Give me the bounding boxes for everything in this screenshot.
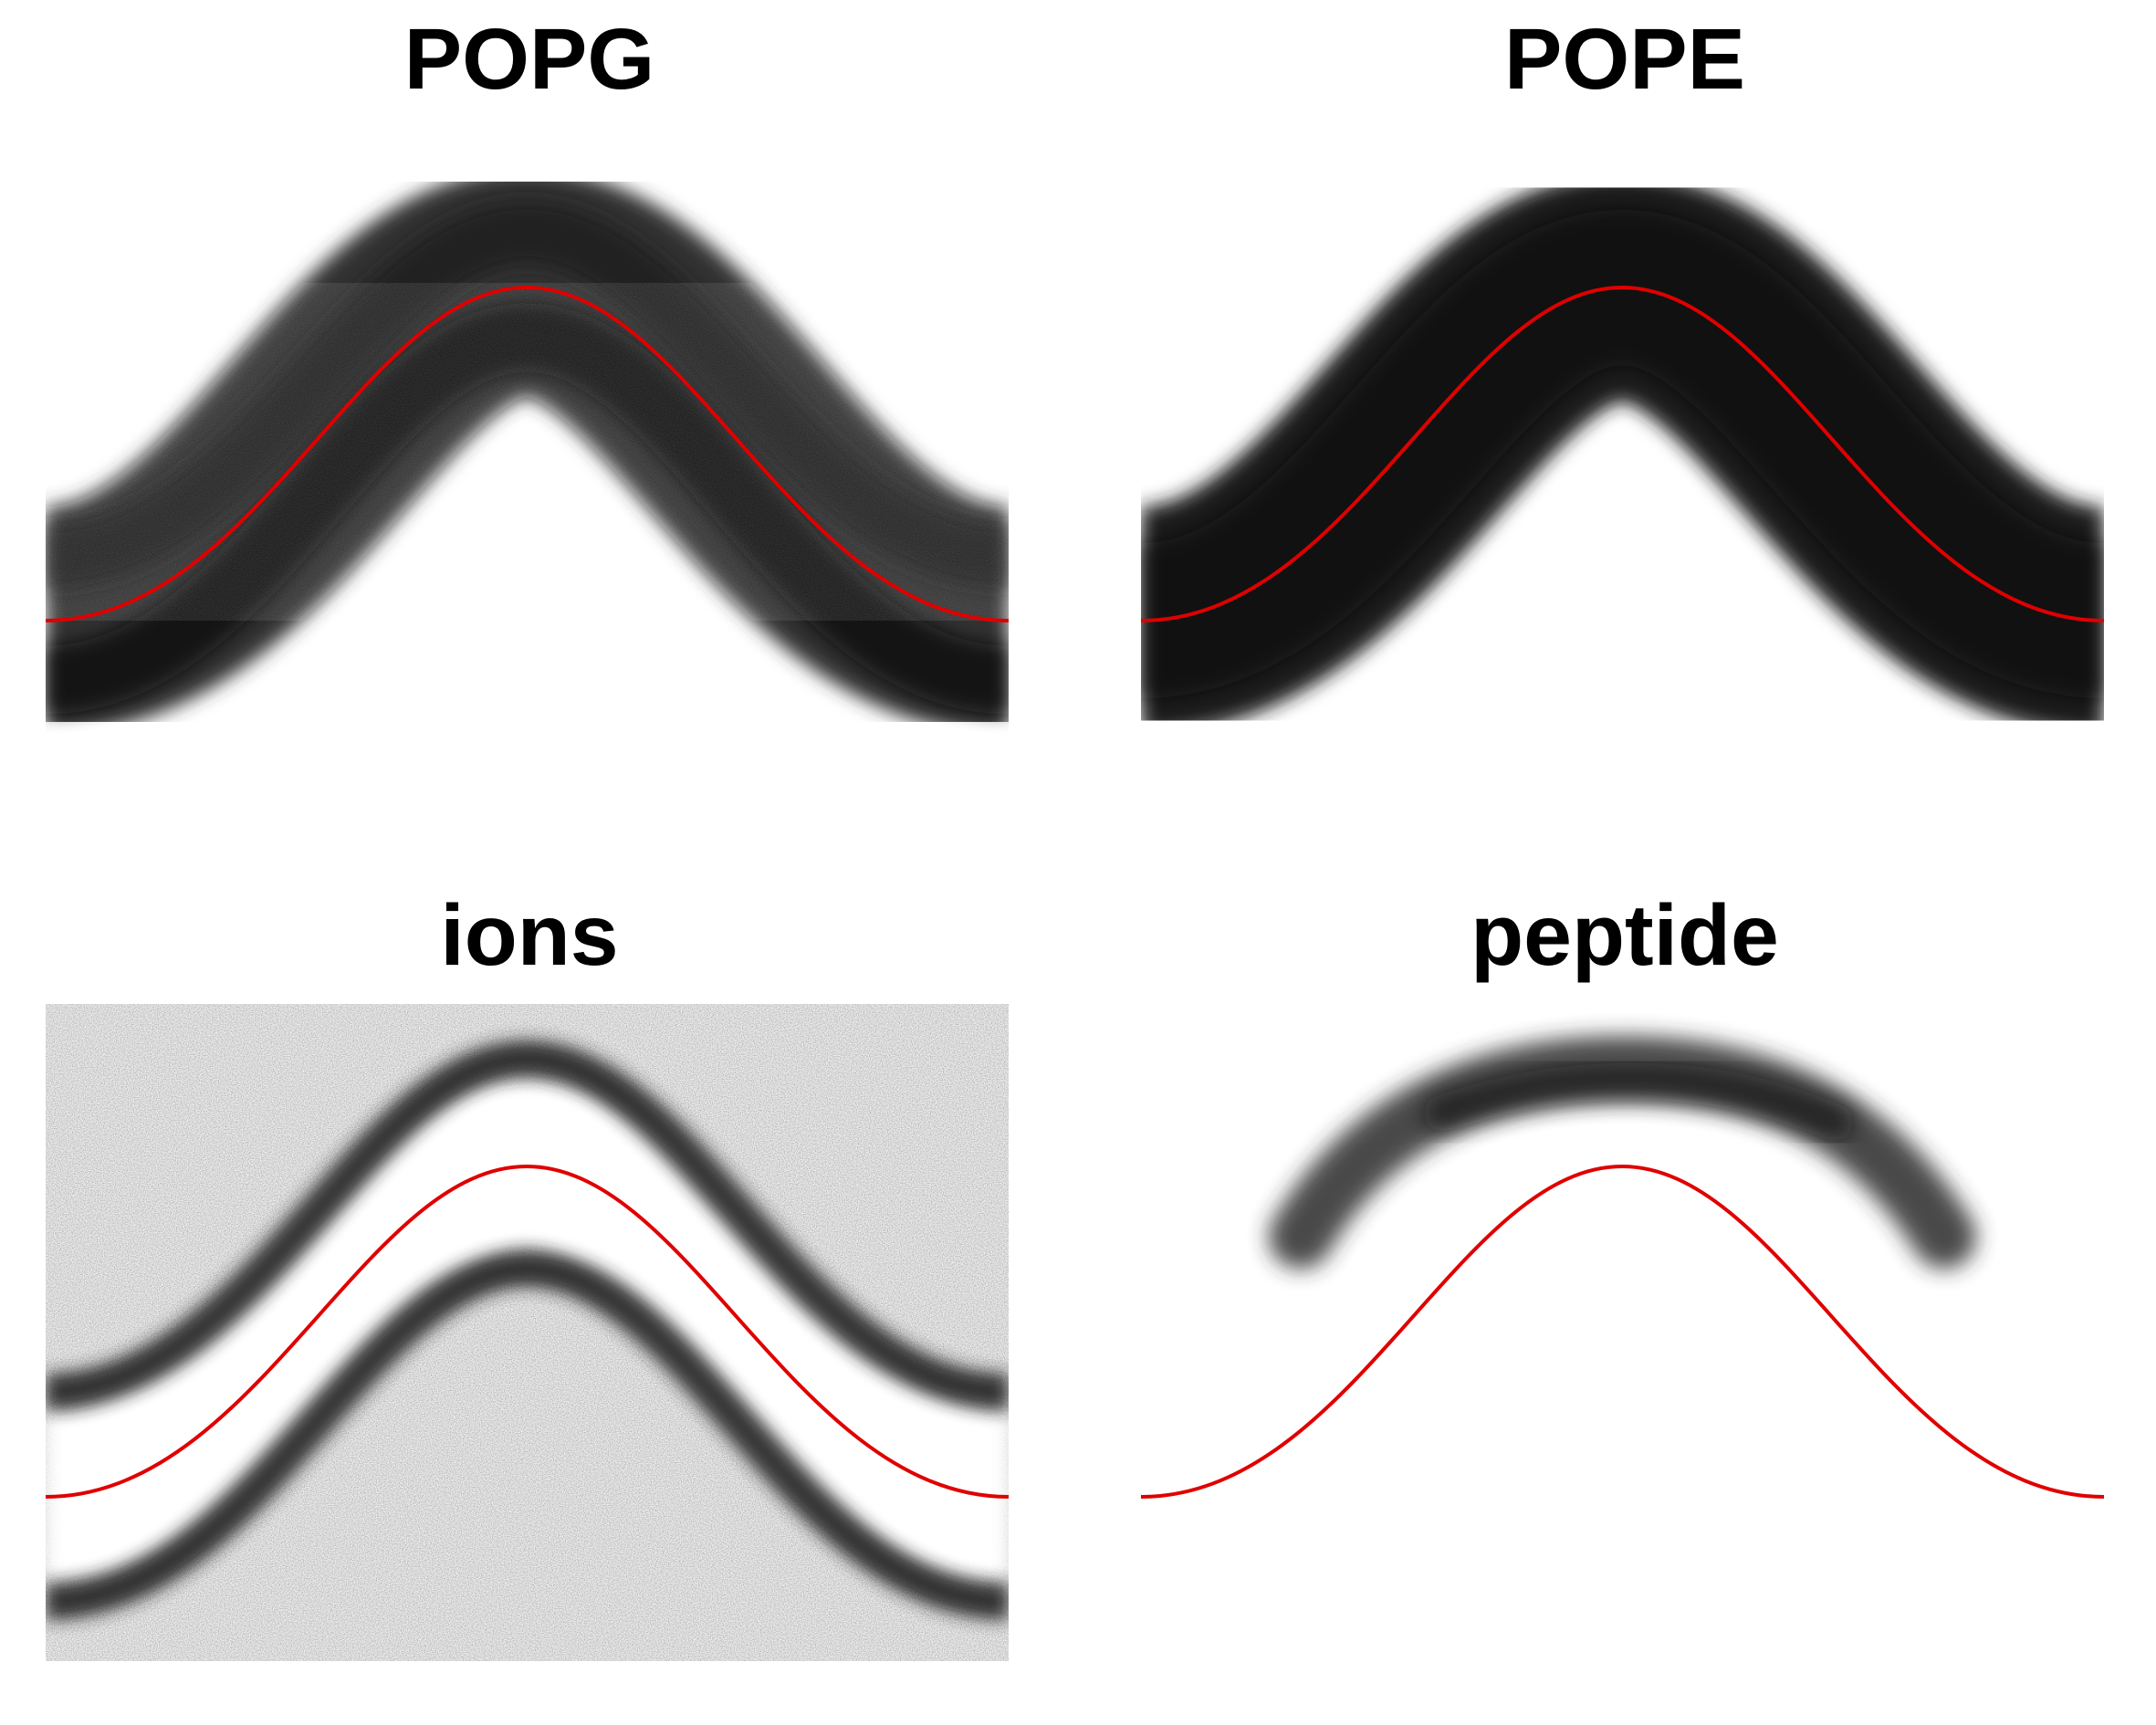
popg-reference-curve xyxy=(46,285,1009,622)
peptide-density-map xyxy=(1141,1004,2104,1661)
panel-title-popg: POPG xyxy=(403,11,655,108)
pope-density-map xyxy=(1141,100,2104,758)
panel-title-ions: ions xyxy=(440,887,619,984)
pope-density-svg xyxy=(1141,172,2104,735)
popg-density-map xyxy=(46,100,1009,758)
popg-density-svg xyxy=(46,168,1009,735)
ions-lower-layer xyxy=(46,1249,1009,1620)
peptide-reference-curve xyxy=(1141,1164,2104,1499)
ions-density-map xyxy=(46,1004,1009,1661)
peptide-density-svg xyxy=(1141,1035,2104,1499)
pope-reference-curve xyxy=(1141,285,2104,622)
ions-upper-layer xyxy=(46,1040,1009,1410)
ions-density-svg xyxy=(46,1004,1009,1661)
panel-title-peptide: peptide xyxy=(1470,887,1779,984)
ions-reference-curve xyxy=(46,1164,1009,1499)
panel-title-pope: POPE xyxy=(1504,11,1745,108)
